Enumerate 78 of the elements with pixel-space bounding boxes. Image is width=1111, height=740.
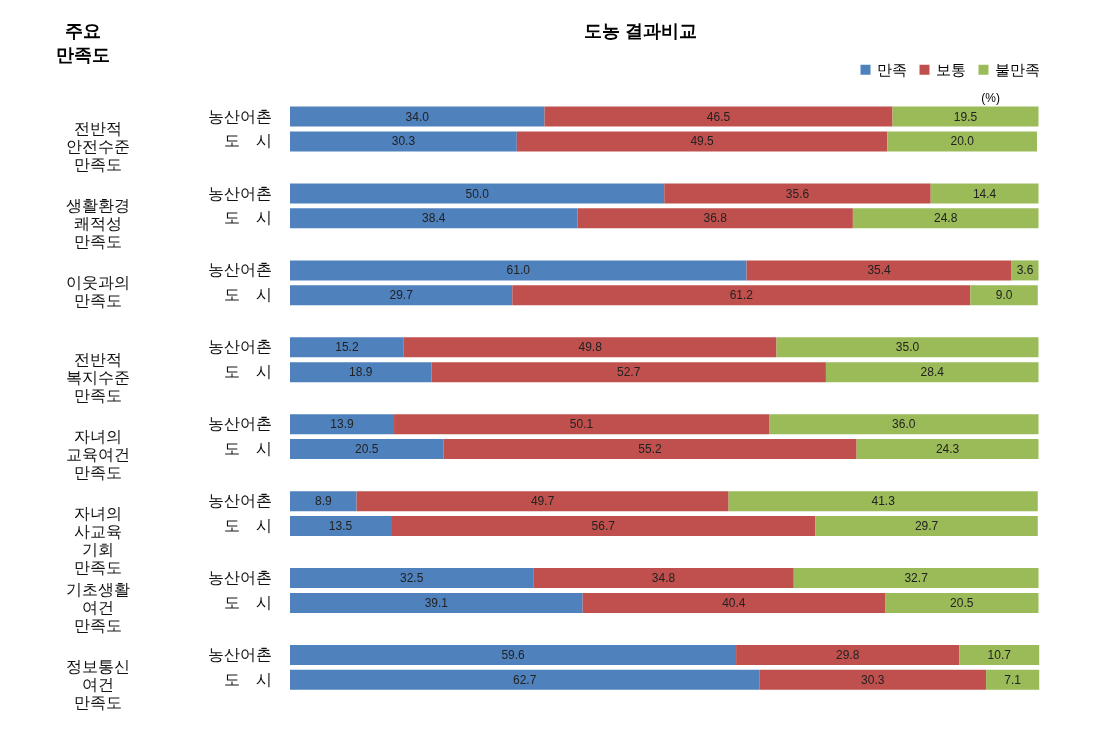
data-label: 30.3 xyxy=(391,134,416,149)
data-label: 7.1 xyxy=(1004,672,1022,687)
annotation: (%) xyxy=(981,91,1000,106)
data-label: 39.1 xyxy=(424,595,449,610)
data-label: 36.0 xyxy=(892,417,916,432)
y-tick-label: 도 시 xyxy=(224,516,272,534)
data-label: 35.6 xyxy=(785,186,810,201)
data-label: 29.8 xyxy=(835,647,860,662)
data-label: 19.5 xyxy=(953,109,978,124)
data-label: 24.3 xyxy=(935,442,960,457)
data-label: 38.4 xyxy=(422,211,446,226)
data-label: 55.2 xyxy=(638,442,663,457)
data-label: 20.0 xyxy=(950,134,975,149)
y-tick-label: 도 시 xyxy=(224,440,272,458)
data-label: 28.4 xyxy=(920,365,945,380)
data-label: 13.9 xyxy=(330,417,355,432)
data-label: 56.7 xyxy=(591,518,616,533)
text: 전반적 복지수준 만족도 xyxy=(66,350,130,404)
data-label: 61.0 xyxy=(506,263,531,278)
data-label: 24.8 xyxy=(934,211,958,226)
data-label: 30.3 xyxy=(861,672,885,687)
data-label: 3.6 xyxy=(1016,263,1034,278)
y-tick-label: 농산어촌 xyxy=(208,107,272,125)
data-label: 8.9 xyxy=(314,494,332,509)
y-tick-label: 농산어촌 xyxy=(208,569,272,587)
y-tick-label: 도 시 xyxy=(224,593,272,611)
data-label: 59.6 xyxy=(501,647,526,662)
y-tick-label: 도 시 xyxy=(224,363,272,381)
y-tick-label: 농산어촌 xyxy=(208,261,272,279)
text: 생활환경 쾌적성 만족도 xyxy=(66,196,130,250)
data-label: 49.7 xyxy=(530,494,555,509)
data-label: 10.7 xyxy=(987,647,1012,662)
data-label: 13.5 xyxy=(328,518,353,533)
data-label: 20.5 xyxy=(355,442,379,457)
data-label: 15.2 xyxy=(335,340,359,355)
legend-label: 만족 xyxy=(877,60,907,78)
data-label: 29.7 xyxy=(914,518,939,533)
data-label: 32.5 xyxy=(399,571,424,586)
data-label: 35.4 xyxy=(867,263,892,278)
y-tick-label: 도 시 xyxy=(224,132,272,150)
text: 자녀의 교육여건 만족도 xyxy=(66,427,130,481)
data-label: 36.8 xyxy=(703,211,728,226)
data-label: 35.0 xyxy=(895,340,920,355)
data-label: 46.5 xyxy=(706,109,731,124)
data-label: 34.0 xyxy=(405,109,430,124)
data-label: 50.1 xyxy=(569,417,594,432)
y-tick-label: 농산어촌 xyxy=(208,184,272,202)
legend-label: 보통 xyxy=(936,60,966,78)
y-tick-label: 도 시 xyxy=(224,670,272,688)
text: 이웃과의 만족도 xyxy=(66,273,130,309)
data-label: 41.3 xyxy=(871,494,896,509)
text: 전반적 안전수준 만족도 xyxy=(66,120,130,174)
data-label: 62.7 xyxy=(512,672,537,687)
y-tick-label: 농산어촌 xyxy=(208,492,272,510)
data-label: 40.4 xyxy=(722,595,746,610)
data-label: 9.0 xyxy=(995,288,1013,303)
data-label: 52.7 xyxy=(617,365,641,380)
data-label: 18.9 xyxy=(349,365,373,380)
data-label: 32.7 xyxy=(904,571,929,586)
text: 정보통신 여건 만족도 xyxy=(66,658,130,712)
y-tick-label: 농산어촌 xyxy=(208,415,272,433)
legend-label: 불만족 xyxy=(995,60,1040,78)
text: 자녀의 사교육 기회 만족도 xyxy=(74,504,122,576)
text: 주요 만족도 xyxy=(56,21,110,65)
data-label: 20.5 xyxy=(950,595,974,610)
data-label: 49.5 xyxy=(690,134,715,149)
y-tick-label: 도 시 xyxy=(224,209,272,227)
chart-title: 도농 결과비교 xyxy=(583,21,697,41)
data-label: 14.4 xyxy=(972,186,997,201)
text: 기초생활 여건 만족도 xyxy=(66,581,130,635)
y-tick-label: 농산어촌 xyxy=(208,338,272,356)
y-tick-label: 도 시 xyxy=(224,286,272,304)
data-label: 34.8 xyxy=(651,571,676,586)
data-label: 49.8 xyxy=(578,340,603,355)
data-label: 29.7 xyxy=(389,288,414,303)
y-tick-label: 농산어촌 xyxy=(208,645,272,663)
data-label: 50.0 xyxy=(465,186,490,201)
data-label: 61.2 xyxy=(729,288,754,303)
